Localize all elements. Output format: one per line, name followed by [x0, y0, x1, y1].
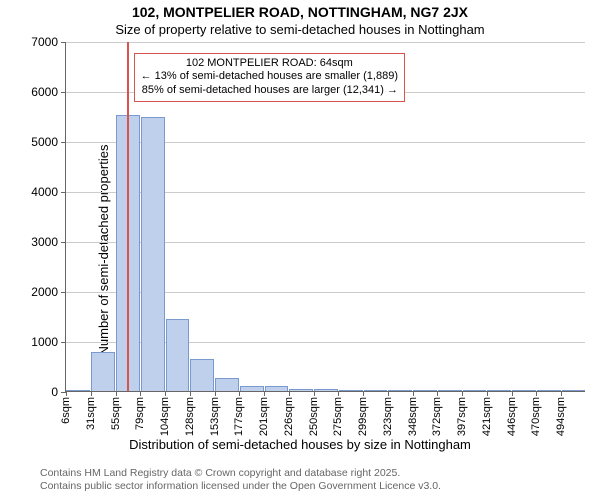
y-tick-mark — [61, 242, 66, 243]
x-tick-label: 348sqm — [407, 397, 419, 436]
x-tick-label: 446sqm — [506, 397, 518, 436]
histogram-bar — [364, 390, 388, 391]
histogram-bar — [562, 390, 586, 391]
y-tick-label: 6000 — [31, 85, 58, 99]
x-tick-label: 31sqm — [85, 397, 97, 430]
x-tick-mark — [512, 391, 513, 396]
y-tick-mark — [61, 342, 66, 343]
histogram-bar — [314, 389, 338, 392]
x-tick-label: 201sqm — [258, 397, 270, 436]
property-marker-line — [127, 42, 129, 391]
footer-line-1: Contains HM Land Registry data © Crown c… — [40, 467, 590, 481]
x-tick-label: 177sqm — [233, 397, 245, 436]
x-tick-label: 421sqm — [481, 397, 493, 436]
y-tick-mark — [61, 192, 66, 193]
x-tick-label: 494sqm — [555, 397, 567, 436]
x-tick-mark — [314, 391, 315, 396]
x-tick-mark — [561, 391, 562, 396]
x-tick-label: 397sqm — [456, 397, 468, 436]
x-tick-label: 55sqm — [110, 397, 122, 430]
x-tick-mark — [140, 391, 141, 396]
chart-subtitle: Size of property relative to semi-detach… — [0, 22, 600, 37]
x-tick-mark — [264, 391, 265, 396]
y-tick-label: 4000 — [31, 185, 58, 199]
histogram-bar — [91, 352, 115, 391]
x-tick-mark — [388, 391, 389, 396]
x-tick-mark — [338, 391, 339, 396]
y-tick-mark — [61, 42, 66, 43]
y-tick-label: 3000 — [31, 235, 58, 249]
chart-title: 102, MONTPELIER ROAD, NOTTINGHAM, NG7 2J… — [0, 4, 600, 20]
x-tick-mark — [66, 391, 67, 396]
x-tick-label: 250sqm — [308, 397, 320, 436]
x-axis-label: Distribution of semi-detached houses by … — [0, 437, 600, 452]
x-tick-mark — [116, 391, 117, 396]
x-tick-mark — [413, 391, 414, 396]
histogram-bar — [141, 117, 165, 391]
callout-title: 102 MONTPELIER ROAD: 64sqm — [141, 57, 398, 71]
property-callout: 102 MONTPELIER ROAD: 64sqm← 13% of semi-… — [134, 53, 405, 102]
y-tick-mark — [61, 142, 66, 143]
x-tick-label: 104sqm — [159, 397, 171, 436]
histogram-bar — [537, 390, 561, 391]
x-tick-mark — [91, 391, 92, 396]
y-tick-label: 5000 — [31, 135, 58, 149]
x-tick-mark — [437, 391, 438, 396]
callout-larger: 85% of semi-detached houses are larger (… — [141, 84, 398, 98]
footer-attribution: Contains HM Land Registry data © Crown c… — [40, 467, 590, 494]
histogram-bar — [190, 359, 214, 391]
y-tick-mark — [61, 92, 66, 93]
x-tick-label: 470sqm — [530, 397, 542, 436]
x-tick-mark — [165, 391, 166, 396]
x-tick-mark — [363, 391, 364, 396]
x-tick-mark — [190, 391, 191, 396]
x-tick-label: 6sqm — [60, 397, 72, 424]
gridline — [66, 42, 585, 43]
x-tick-mark — [536, 391, 537, 396]
x-tick-label: 323sqm — [382, 397, 394, 436]
y-tick-mark — [61, 292, 66, 293]
x-tick-label: 153sqm — [209, 397, 221, 436]
histogram-bar — [265, 386, 289, 391]
x-tick-label: 275sqm — [332, 397, 344, 436]
histogram-bar — [240, 386, 264, 392]
x-tick-label: 226sqm — [283, 397, 295, 436]
y-tick-label: 2000 — [31, 285, 58, 299]
y-tick-label: 7000 — [31, 35, 58, 49]
histogram-bar — [166, 319, 190, 392]
histogram-bar — [463, 390, 487, 391]
x-tick-mark — [289, 391, 290, 396]
x-tick-mark — [462, 391, 463, 396]
y-tick-label: 0 — [51, 385, 58, 399]
histogram-bar — [289, 389, 313, 392]
histogram-bar — [215, 378, 239, 391]
histogram-bar — [438, 390, 462, 391]
x-tick-mark — [239, 391, 240, 396]
plot-area: 010002000300040005000600070006sqm31sqm55… — [65, 42, 585, 392]
x-tick-mark — [215, 391, 216, 396]
histogram-bar — [487, 390, 511, 391]
histogram-bar — [388, 390, 412, 391]
chart-container: 102, MONTPELIER ROAD, NOTTINGHAM, NG7 2J… — [0, 0, 600, 500]
x-tick-label: 79sqm — [134, 397, 146, 430]
histogram-bar — [512, 390, 536, 391]
histogram-bar — [413, 390, 437, 391]
callout-smaller: ← 13% of semi-detached houses are smalle… — [141, 70, 398, 84]
x-tick-label: 299sqm — [357, 397, 369, 436]
x-tick-mark — [487, 391, 488, 396]
histogram-bar — [66, 390, 90, 391]
x-tick-label: 128sqm — [184, 397, 196, 436]
y-tick-label: 1000 — [31, 335, 58, 349]
footer-line-2: Contains public sector information licen… — [40, 480, 590, 494]
histogram-bar — [339, 390, 363, 392]
x-tick-label: 372sqm — [431, 397, 443, 436]
